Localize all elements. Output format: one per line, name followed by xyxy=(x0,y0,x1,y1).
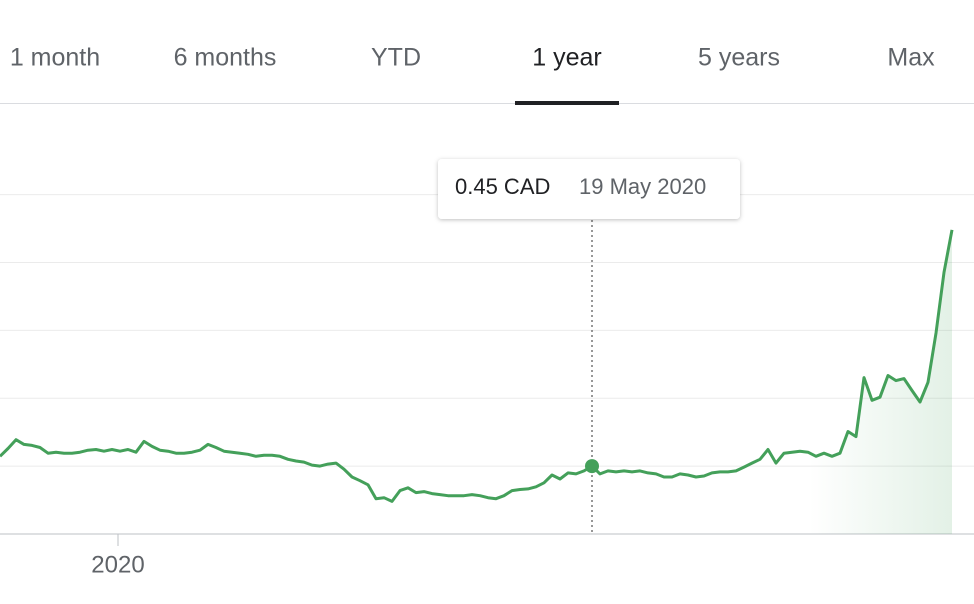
tab[interactable]: 1 month xyxy=(10,44,100,72)
tab-underline xyxy=(515,101,619,105)
hover-point xyxy=(585,459,599,474)
tooltip-value: 0.45 CAD xyxy=(455,174,550,199)
x-tick-label: 2020 xyxy=(91,551,144,578)
tab[interactable]: 6 months xyxy=(174,44,277,72)
area-fill xyxy=(0,229,952,534)
tab[interactable]: 5 years xyxy=(698,44,780,72)
tooltip-box xyxy=(438,159,740,219)
tooltip-date: 19 May 2020 xyxy=(579,174,706,199)
tab[interactable]: Max xyxy=(887,44,935,72)
line xyxy=(0,229,954,503)
tab[interactable]: 1 year xyxy=(532,44,601,72)
tab[interactable]: YTD xyxy=(371,44,421,72)
